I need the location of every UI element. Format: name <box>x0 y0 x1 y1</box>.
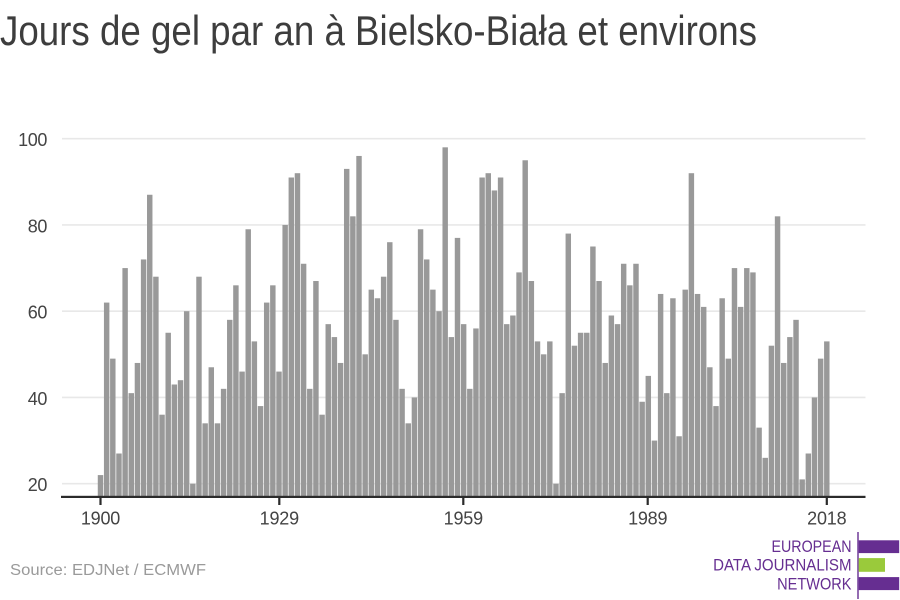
svg-text:2018: 2018 <box>807 509 846 529</box>
svg-text:NETWORK: NETWORK <box>777 576 851 594</box>
svg-text:Source: EDJNet / ECMWF: Source: EDJNet / ECMWF <box>10 562 206 579</box>
svg-text:60: 60 <box>28 303 48 323</box>
svg-text:80: 80 <box>28 216 48 236</box>
svg-text:DATA JOURNALISM: DATA JOURNALISM <box>713 557 851 575</box>
svg-text:1900: 1900 <box>81 509 120 529</box>
svg-text:1989: 1989 <box>628 509 667 529</box>
svg-text:20: 20 <box>28 475 48 495</box>
svg-text:1959: 1959 <box>444 509 483 529</box>
svg-text:40: 40 <box>28 389 48 409</box>
svg-text:EUROPEAN: EUROPEAN <box>772 538 852 556</box>
svg-text:1929: 1929 <box>260 509 299 529</box>
svg-text:Jours de gel par an à Bielsko-: Jours de gel par an à Bielsko-Biała et e… <box>0 7 757 54</box>
svg-text:100: 100 <box>18 130 47 150</box>
